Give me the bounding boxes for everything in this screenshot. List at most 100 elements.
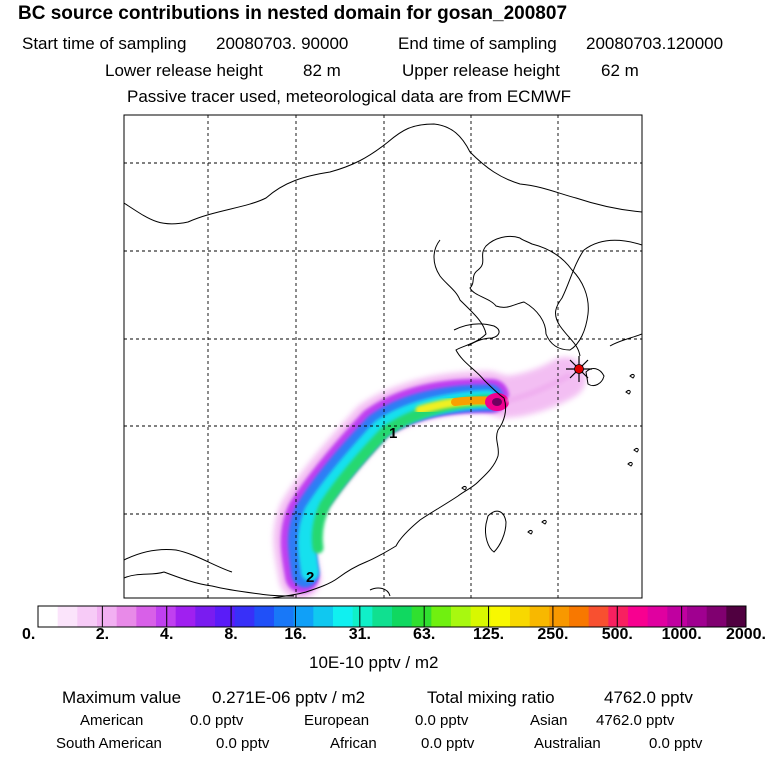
colorbar-cell: [333, 606, 354, 627]
colorbar-cell: [38, 606, 59, 627]
colorbar-tick-label: 16.: [284, 626, 307, 643]
colorbar-cell: [588, 606, 609, 627]
colorbar-cell: [136, 606, 157, 627]
colorbar-cell: [234, 606, 255, 627]
colorbar: [37, 605, 747, 628]
colorbar-cell: [293, 606, 314, 627]
tracer-note: Passive tracer used, meteorological data…: [127, 87, 572, 106]
start-time-value: 20080703. 90000: [216, 34, 349, 53]
colorbar-tick-label: 0.: [22, 626, 36, 643]
island-ryukyu-c: [633, 448, 639, 453]
japan-honshu: [609, 333, 642, 347]
colorbar-cell: [549, 606, 570, 627]
colorbar-cell: [97, 606, 118, 627]
asian-value: 4762.0 pptv: [596, 712, 675, 729]
colorbar-frame: [37, 605, 747, 628]
island-small-f: [527, 530, 533, 535]
start-time-label: Start time of sampling: [22, 34, 187, 53]
colorbar-cell: [529, 606, 550, 627]
indochina-border: [124, 571, 295, 597]
upper-release-value: 62 m: [601, 61, 639, 80]
colorbar-cell: [175, 606, 196, 627]
colorbar-tick-label: 8.: [224, 626, 238, 643]
colorbar-cell: [274, 606, 295, 627]
total-mixing-value: 4762.0 pptv: [604, 688, 693, 707]
island-ryukyu-d: [627, 462, 633, 467]
colorbar-cell: [254, 606, 275, 627]
max-value: 0.271E-06 pptv / m2: [212, 688, 366, 707]
colorbar-cell: [392, 606, 413, 627]
inland-border-a: [124, 549, 233, 573]
island-small-g: [461, 486, 467, 491]
plume-field: [273, 357, 586, 598]
colorbar-tick-label: 500.: [601, 626, 633, 643]
colorbar-cell: [116, 606, 137, 627]
map-label-1: 1: [389, 425, 397, 442]
colorbar-tick-label: 2000.: [725, 626, 766, 643]
end-time-value: 20080703.120000: [586, 34, 724, 53]
upper-release-label: Upper release height: [402, 61, 560, 80]
korea-peninsula: [469, 235, 589, 351]
american-label: American: [80, 712, 144, 729]
american-value: 0.0 pptv: [190, 712, 244, 729]
colorbar-tick-label: 63.: [413, 626, 436, 643]
receptor-star-icon: [566, 356, 592, 382]
colorbar-cell: [608, 606, 629, 627]
lower-release-label: Lower release height: [105, 61, 263, 80]
colorbar-cell: [490, 606, 511, 627]
plume-green-layer: [311, 394, 494, 554]
colorbar-cell: [77, 606, 98, 627]
south-american-label: South American: [56, 735, 162, 752]
australian-value: 0.0 pptv: [649, 735, 703, 752]
plume-core: [492, 398, 502, 406]
colorbar-cell: [726, 606, 747, 627]
colorbar-cell: [352, 606, 373, 627]
map-label-2: 2: [306, 569, 314, 586]
colorbar-unit: 10E-10 pptv / m2: [309, 653, 439, 672]
colorbar-tick-label: 2.: [95, 626, 110, 643]
colorbar-cell: [411, 606, 432, 627]
colorbar-tick-labels: 0. 2. 4. 8. 16. 31. 63. 125. 250. 500. 1000. 2000.: [0, 626, 768, 648]
colorbar-tick-label: 4.: [160, 626, 174, 643]
asian-label: Asian: [530, 712, 568, 729]
colorbar-cell: [215, 606, 236, 627]
european-value: 0.0 pptv: [415, 712, 469, 729]
island-small-e: [541, 520, 547, 525]
colorbar-cell: [628, 606, 649, 627]
south-american-value: 0.0 pptv: [216, 735, 270, 752]
colorbar-cell: [647, 606, 668, 627]
colorbar-cell: [313, 606, 334, 627]
colorbar-cell: [57, 606, 78, 627]
map-grid: [124, 115, 642, 598]
european-label: European: [304, 712, 370, 729]
african-label: African: [330, 735, 377, 752]
plume-tail: [507, 373, 571, 403]
colorbar-cell: [687, 606, 708, 627]
northeast-coast: [555, 239, 642, 357]
map-panel: 1 2: [123, 114, 643, 599]
colorbar-cell: [195, 606, 216, 627]
island-ryukyu-b: [625, 390, 631, 395]
coastlines: [124, 123, 642, 598]
japan-kyushu: [585, 368, 605, 387]
lower-release-value: 82 m: [303, 61, 341, 80]
colorbar-cell: [667, 606, 688, 627]
colorbar-cell: [156, 606, 177, 627]
colorbar-tick-label: 31.: [348, 626, 371, 643]
max-value-label: Maximum value: [62, 688, 182, 707]
australian-label: Australian: [534, 735, 601, 752]
island-ryukyu-a: [629, 374, 635, 379]
colorbar-tick-label: 250.: [537, 626, 569, 643]
shandong-peninsula: [453, 323, 500, 347]
chart-title: BC source contributions in nested domain…: [18, 3, 568, 24]
colorbar-cell: [706, 606, 727, 627]
colorbar-tick-label: 125.: [472, 626, 505, 643]
african-value: 0.0 pptv: [421, 735, 475, 752]
hainan-island: [369, 587, 391, 597]
colorbar-cells: [38, 606, 747, 627]
colorbar-cell: [510, 606, 531, 627]
colorbar-tick-label: 1000.: [661, 626, 702, 643]
colorbar-cell: [372, 606, 393, 627]
colorbar-cell: [451, 606, 472, 627]
colorbar-cell: [569, 606, 590, 627]
